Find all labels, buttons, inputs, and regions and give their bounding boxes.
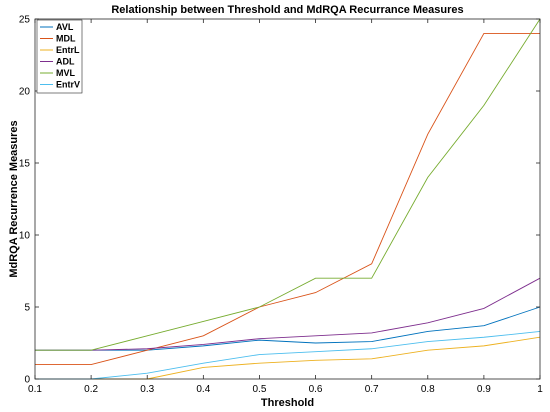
y-axis-label: MdRQA Recurrence Measures — [8, 120, 20, 277]
legend-label-mvl: MVL — [56, 68, 76, 78]
x-tick-label: 0.3 — [140, 384, 154, 395]
y-tick-label: 0 — [24, 375, 30, 386]
legend-label-avl: AVL — [56, 22, 74, 32]
x-tick-label: 0.1 — [28, 384, 42, 395]
series-line-mdl — [35, 32, 540, 366]
y-tick-label: 25 — [19, 15, 31, 26]
plot-background — [35, 19, 540, 379]
legend-label-entrl: EntrL — [56, 45, 80, 55]
legend-box — [36, 19, 83, 94]
series-line-adl — [35, 277, 541, 351]
series-line-avl — [35, 306, 541, 351]
x-tick-label: 0.8 — [421, 384, 435, 395]
x-tick-label: 0.4 — [196, 384, 210, 395]
series-line-entrv — [35, 331, 541, 380]
legend-label-entrv: EntrV — [56, 80, 80, 90]
x-tick-label: 0.2 — [84, 384, 98, 395]
x-tick-label: 0.5 — [252, 384, 266, 395]
x-tick-label: 0.9 — [477, 384, 491, 395]
chart-title: Relationship between Threshold and MdRQA… — [111, 4, 463, 16]
x-tick-label: 0.6 — [309, 384, 323, 395]
series-line-mvl — [35, 18, 541, 351]
legend-label-adl: ADL — [56, 57, 75, 67]
x-tick-label: 0.7 — [365, 384, 379, 395]
x-tick-label: 1 — [537, 384, 543, 395]
y-tick-label: 20 — [19, 87, 31, 98]
x-axis-label: Threshold — [261, 397, 314, 409]
y-tick-label: 15 — [19, 159, 31, 170]
legend-label-mdl: MDL — [56, 34, 76, 44]
y-tick-label: 10 — [19, 231, 31, 242]
axes-box — [34, 18, 541, 380]
y-tick-label: 5 — [24, 303, 30, 314]
